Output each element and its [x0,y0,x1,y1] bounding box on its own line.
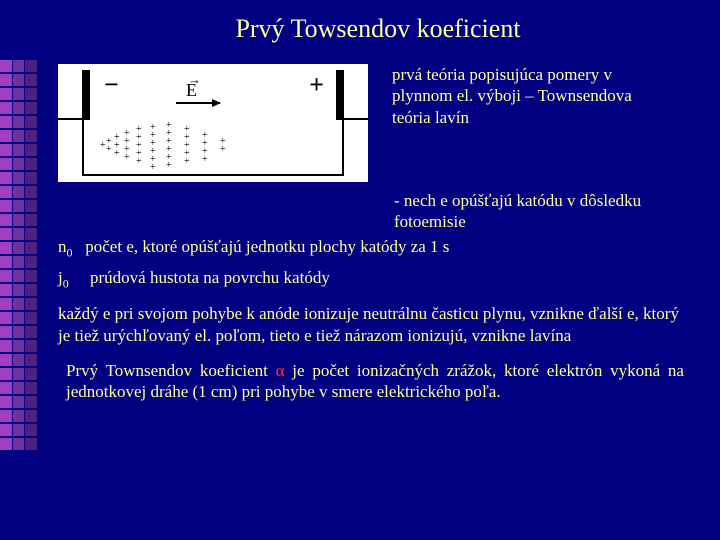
avalanche-paragraph: každý e pri svojom pohybe k anóde ionizu… [58,303,688,346]
diagram-row: − + → E ++++++++++++++++++++++++++++++++… [48,64,708,182]
wall-left [82,118,90,176]
plus-sign: + [309,70,324,100]
theory-text: prvá teória popisujúca pomery v plynnom … [392,64,672,128]
alpha-symbol: α [276,361,285,380]
vector-arrow-icon: → [188,72,201,88]
def-n0: n0 počet e, ktoré opúšťajú jednotku ploc… [58,237,708,260]
electron-swarm: ++++++++++++++++++++++++++++++++++++++ [98,120,248,170]
wire-right [344,118,368,120]
slide-content: Prvý Towsendov koeficient − + → E ++++++… [48,0,708,540]
def-j0: j0 prúdová hustota na povrchu katódy [58,268,708,291]
coefficient-definition: Prvý Townsendov koeficient α je počet io… [66,360,684,403]
avalanche-diagram: − + → E ++++++++++++++++++++++++++++++++… [58,64,368,182]
definitions: n0 počet e, ktoré opúšťajú jednotku ploc… [58,237,708,292]
wall-right [336,118,344,176]
emission-text: - nech e opúšťajú katódu v dôsledku foto… [394,190,674,233]
cathode-plate [82,70,90,120]
wire-left [58,118,82,120]
minus-sign: − [104,70,119,100]
anode-plate [336,70,344,120]
e-field-label: → E [186,80,197,101]
slide-title: Prvý Towsendov koeficient [68,14,688,44]
floor-line [84,174,342,176]
e-field-arrow [176,102,220,104]
decorative-sidebar [0,60,38,450]
